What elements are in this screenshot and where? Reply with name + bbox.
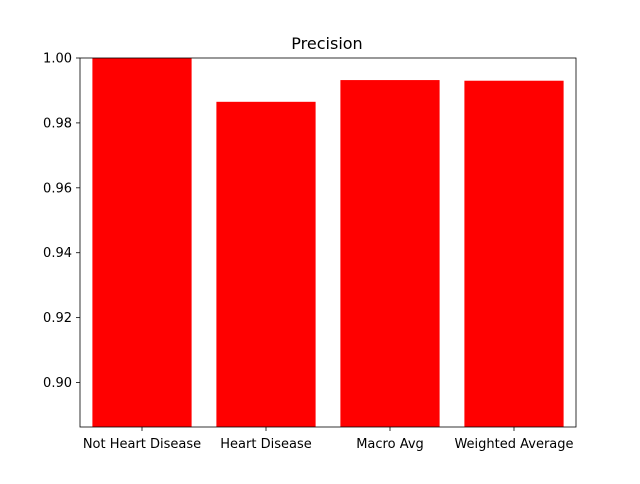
bar-0 <box>92 58 192 427</box>
x-tick-label-2: Macro Avg <box>356 437 424 452</box>
y-tick-label-1: 0.92 <box>43 311 72 326</box>
bar-2 <box>340 80 440 427</box>
x-tick-label-1: Heart Disease <box>220 437 311 452</box>
plot-frame <box>79 57 577 428</box>
bar-1 <box>216 101 316 427</box>
y-tick-label-5: 1.00 <box>43 52 72 67</box>
x-tick-label-0: Not Heart Disease <box>83 437 201 452</box>
bar-3 <box>464 80 564 427</box>
y-tick-label-4: 0.98 <box>43 116 72 131</box>
y-tick-label-2: 0.94 <box>43 246 72 261</box>
x-tick-label-3: Weighted Average <box>454 437 573 452</box>
bars-layer <box>92 58 564 427</box>
chart-title: Precision <box>291 34 362 53</box>
y-tick-label-3: 0.96 <box>43 181 72 196</box>
y-tick-label-0: 0.90 <box>43 376 72 391</box>
axes-layer: Not Heart Disease Heart Disease Macro Avg W… <box>43 52 577 452</box>
